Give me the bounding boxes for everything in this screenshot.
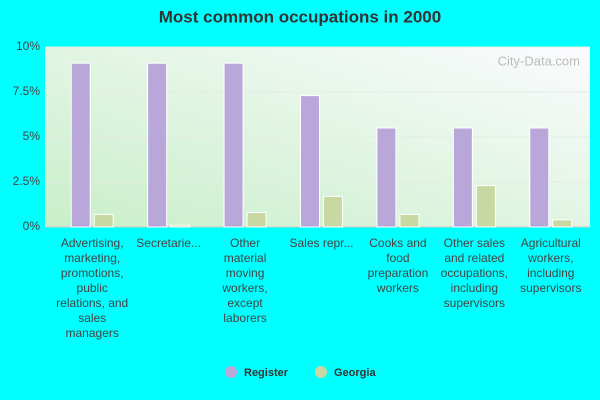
bar (246, 212, 267, 228)
bar (93, 213, 114, 228)
bar (223, 62, 244, 228)
bar (376, 127, 397, 228)
y-tick-label: 5% (23, 129, 41, 143)
x-tick-label: Sales repr... (289, 236, 354, 250)
bar (552, 219, 573, 228)
bar (452, 127, 473, 228)
watermark: City-Data.com (498, 53, 580, 68)
y-tick-label: 10% (16, 39, 40, 53)
legend-label: Georgia (334, 367, 376, 379)
bar (70, 62, 91, 228)
y-tick-label: 0% (23, 219, 41, 233)
y-tick-label: 2.5% (13, 174, 41, 188)
x-tick-label: Other material moving workers, except la… (222, 236, 268, 325)
x-tick-label: Secretarie... (136, 236, 201, 250)
x-tick-label: Advertising, marketing, promotions, publ… (56, 236, 129, 340)
chart-title: Most common occupations in 2000 (159, 7, 441, 26)
x-tick-label: Other sales and related occupations, inc… (440, 236, 509, 310)
bar (475, 185, 496, 228)
bar (399, 213, 420, 228)
bar (323, 195, 343, 228)
x-tick-label: Cooks and food preparation workers (367, 236, 429, 295)
legend-marker (225, 366, 237, 378)
legend-label: Register (244, 367, 289, 379)
bar (147, 62, 168, 228)
x-tick-label: Agricultural workers, including supervis… (520, 236, 582, 295)
bar (300, 95, 320, 228)
bar (529, 127, 550, 228)
y-tick-label: 7.5% (13, 84, 41, 98)
bar (170, 224, 191, 228)
legend-marker (315, 366, 327, 378)
